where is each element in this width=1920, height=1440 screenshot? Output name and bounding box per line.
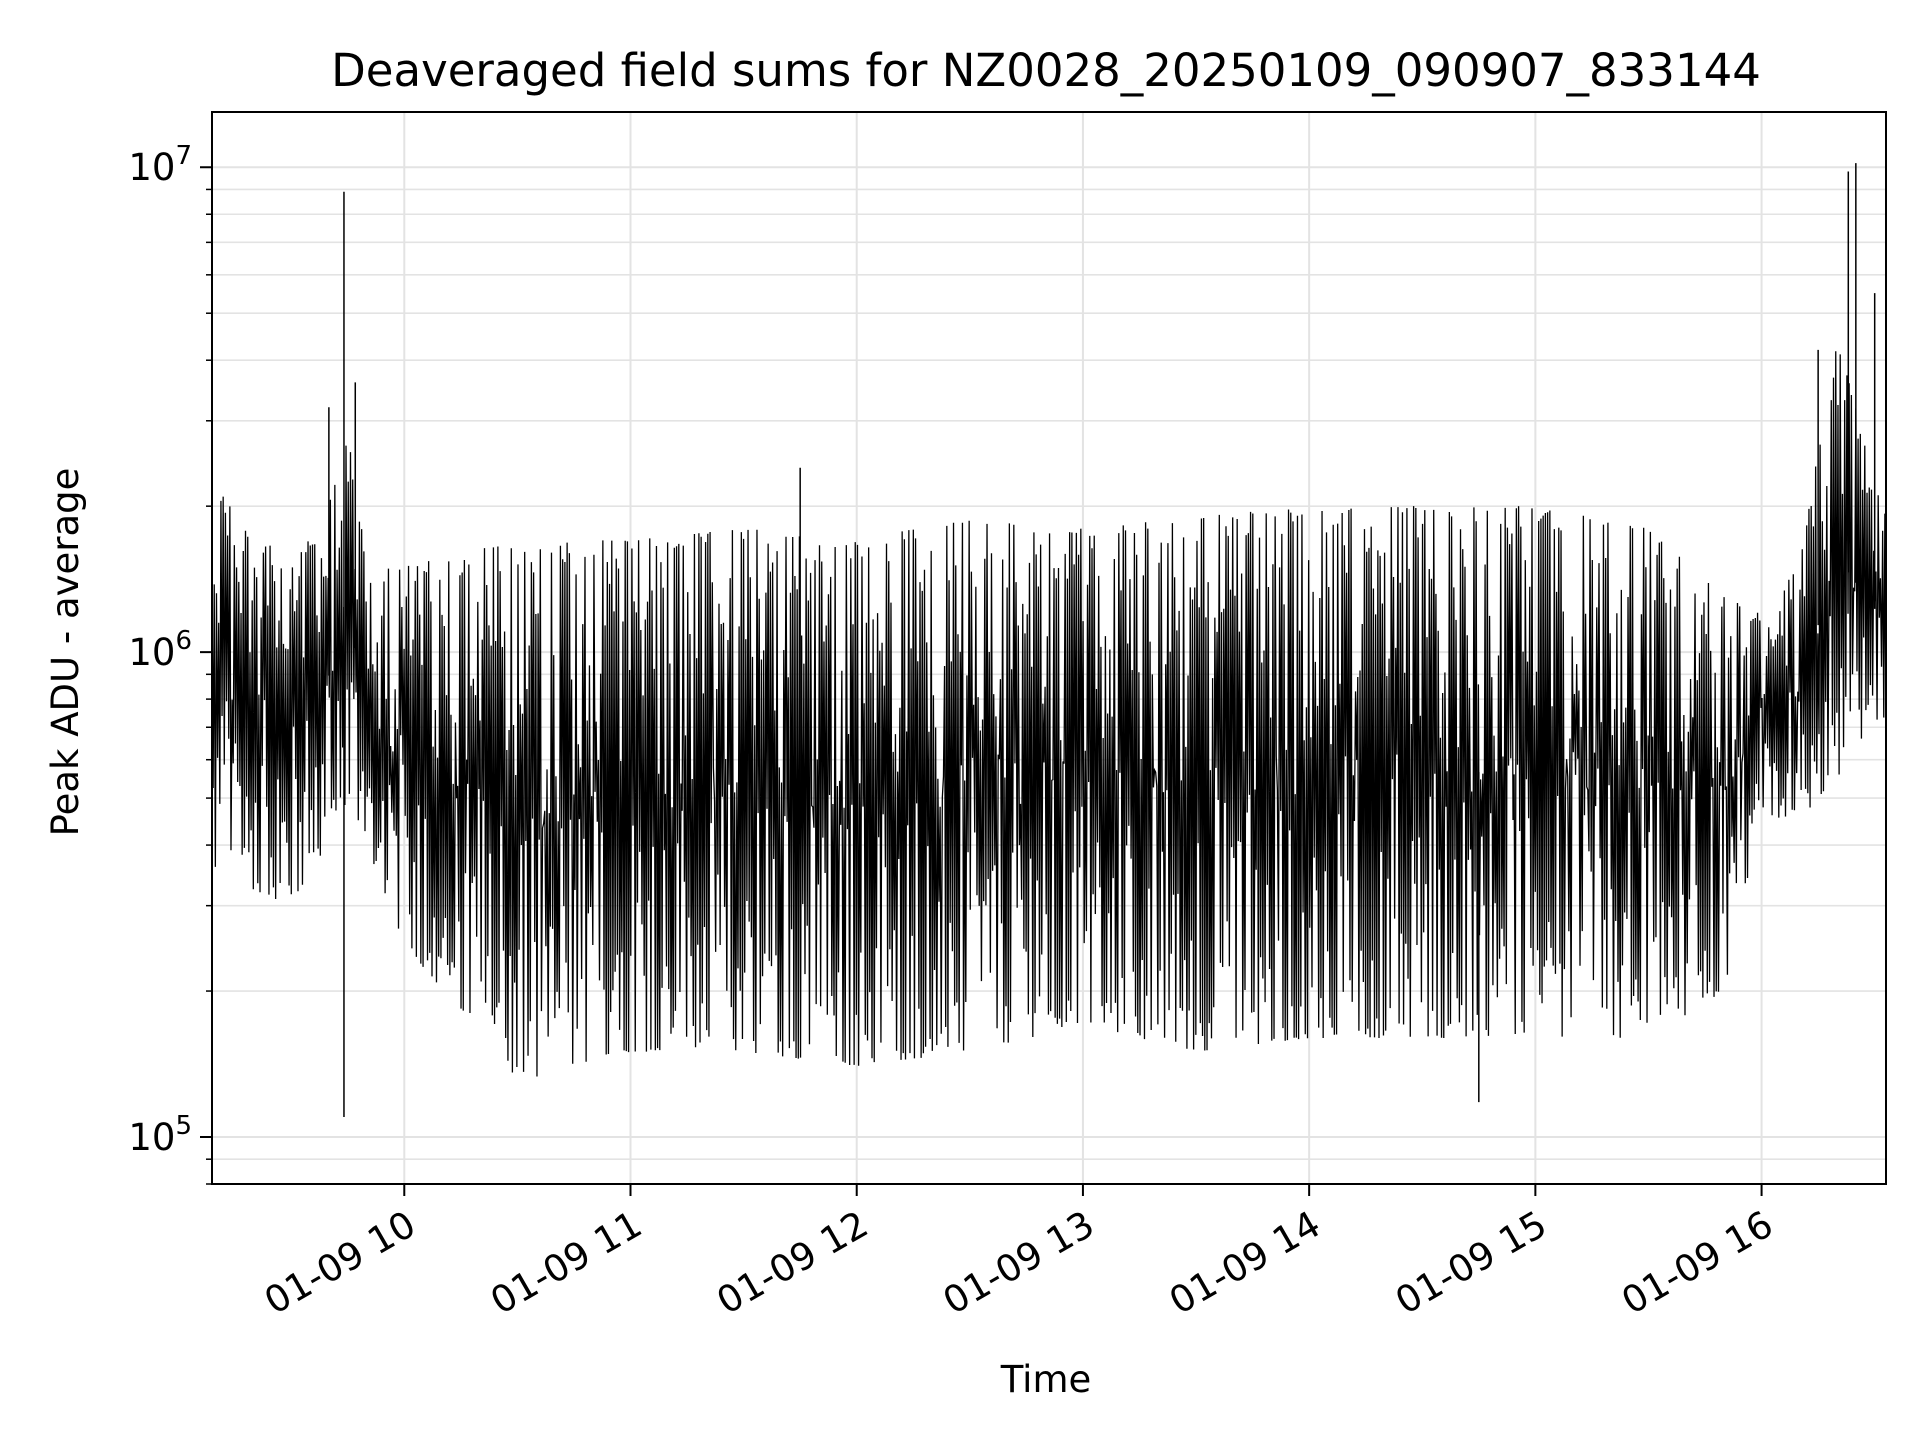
y-tick-label: 107 [128,141,192,189]
y-tick-label: 105 [128,1111,192,1159]
chart-title: Deaveraged field sums for NZ0028_2025010… [331,44,1761,97]
series-line [211,351,1887,1077]
x-axis-label: Time [1000,1358,1092,1401]
y-tick-exponent: 5 [175,1111,192,1141]
y-tick-exponent: 6 [175,626,192,656]
y-axis-label: Peak ADU - average [44,468,87,837]
y-tick-base: 10 [128,1116,175,1159]
y-tick-exponent: 7 [175,141,192,171]
y-tick-label: 106 [128,626,192,674]
plot-frame [211,111,1887,1185]
y-tick-base: 10 [128,146,175,189]
y-tick-base: 10 [128,631,175,674]
plot-area [211,163,1887,1117]
